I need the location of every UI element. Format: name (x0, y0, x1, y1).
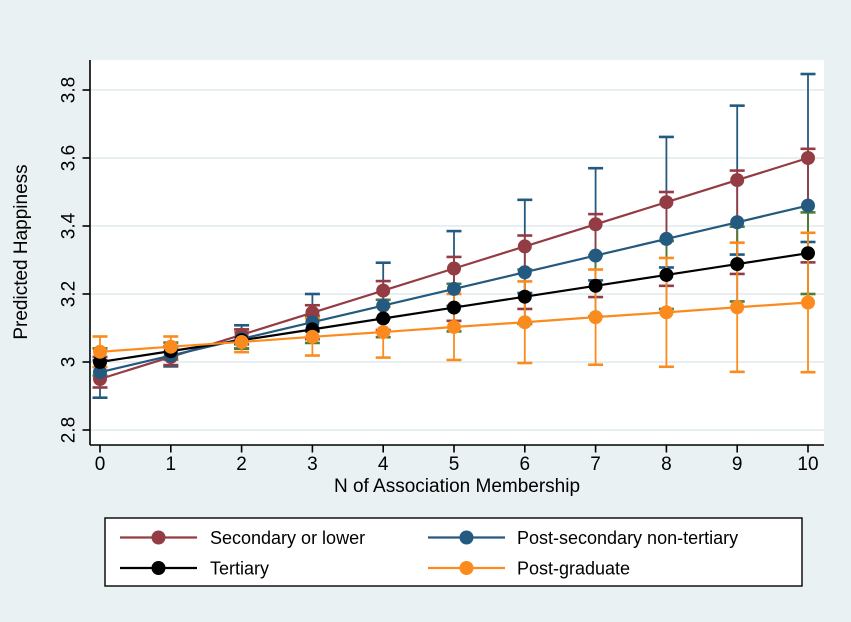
y-tick-labels: 2.8 3 3.2 3.4 3.6 3.8 (59, 77, 80, 443)
legend-marker (459, 561, 474, 575)
x-tick-label: 8 (661, 454, 672, 475)
x-tick-label: 1 (166, 454, 177, 475)
x-tick-label: 2 (236, 454, 247, 475)
data-point (376, 283, 391, 298)
legend-label: Secondary or lower (210, 528, 365, 548)
data-point (659, 195, 674, 210)
data-point (730, 300, 745, 315)
legend-label: Tertiary (210, 558, 269, 578)
legend-marker (151, 530, 166, 545)
x-axis-title: N of Association Membership (334, 476, 580, 497)
x-tick-label: 7 (590, 454, 601, 475)
y-tick-label: 3.4 (59, 212, 80, 239)
data-point (659, 267, 674, 282)
legend: Secondary or lower Post-secondary non-ter… (104, 517, 803, 587)
data-point (659, 305, 674, 320)
x-tick-label: 0 (95, 454, 106, 475)
data-point (659, 231, 674, 246)
axes (82, 60, 824, 453)
x-tick-label: 5 (449, 454, 460, 475)
data-point (588, 248, 603, 263)
data-point (447, 319, 461, 334)
data-point (588, 217, 603, 232)
y-axis-title: Predicted Happiness (11, 164, 32, 339)
x-tick-label: 6 (520, 454, 531, 475)
data-point (376, 298, 391, 313)
x-tick-label: 3 (307, 454, 318, 475)
legend-marker (151, 561, 166, 575)
x-tick-label: 9 (732, 454, 743, 475)
plot-area (90, 60, 824, 445)
data-point (234, 334, 249, 349)
y-tick-label: 3.6 (59, 145, 80, 171)
y-tick-label: 3.2 (59, 281, 80, 307)
legend-label: Post-graduate (517, 558, 630, 578)
legend-box (104, 517, 803, 587)
x-tick-label: 10 (797, 454, 818, 475)
data-point (376, 311, 391, 326)
data-point (163, 339, 178, 354)
data-point (517, 289, 532, 304)
x-tick-label: 4 (378, 454, 389, 475)
y-tick-label: 2.8 (59, 417, 80, 443)
data-point (730, 173, 745, 188)
data-point (517, 315, 532, 330)
data-point (447, 300, 461, 315)
data-point (447, 261, 461, 276)
data-point (93, 365, 107, 380)
data-point (517, 239, 532, 254)
data-point (305, 329, 320, 344)
legend-label: Post-secondary non-tertiary (517, 528, 738, 548)
data-point (730, 257, 745, 272)
data-point (376, 325, 391, 340)
data-point (588, 310, 603, 325)
legend-marker (459, 530, 474, 545)
data-point (447, 281, 461, 296)
data-point (730, 215, 745, 230)
series-markers (93, 151, 815, 386)
data-point (93, 344, 107, 359)
y-tick-label: 3.8 (59, 77, 80, 103)
data-point (801, 151, 815, 165)
data-point (93, 355, 107, 369)
data-point (517, 265, 532, 280)
data-point (801, 295, 815, 310)
data-point (801, 246, 815, 261)
data-point (801, 198, 815, 213)
y-tick-label: 3 (59, 357, 80, 368)
x-tick-labels: 0 1 2 3 4 5 6 7 8 9 10 (95, 454, 819, 475)
data-point (588, 278, 603, 293)
